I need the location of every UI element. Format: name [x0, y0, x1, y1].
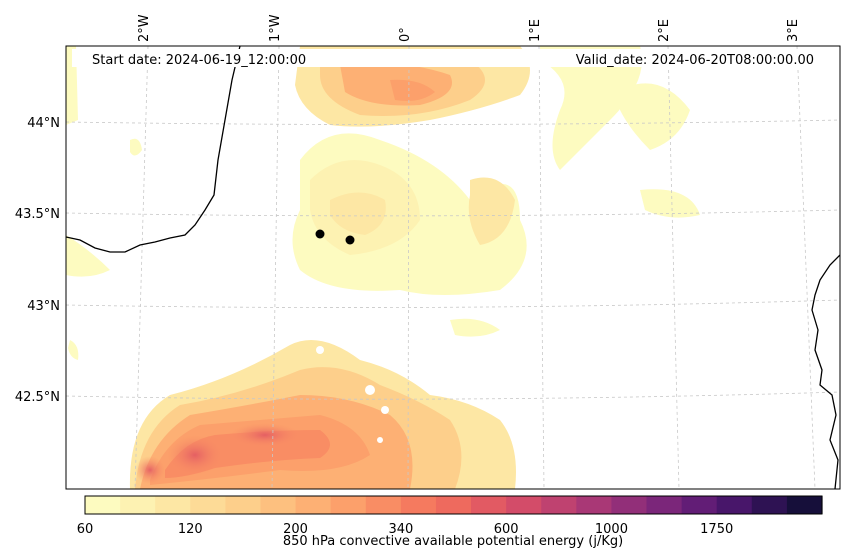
start-date-label: Start date: 2024-06-19_12:00:00 — [92, 53, 306, 68]
colorbar-cell — [260, 496, 297, 514]
colorbar-cell — [190, 496, 226, 514]
colorbar-tick-label: 60 — [77, 522, 94, 537]
colorbar-cells — [85, 496, 823, 514]
header-strip — [72, 49, 820, 67]
colorbar-cell — [155, 496, 191, 514]
latitude-labels: 44°N 43.5°N 43°N 42.5°N — [15, 116, 60, 405]
colorbar-tick-label: 340 — [388, 522, 413, 537]
colorbar-cell — [716, 496, 753, 514]
colorbar-cell — [330, 496, 367, 514]
longitude-labels: 2°W 1°W 0° 1°E 2°E 3°E — [137, 14, 801, 42]
cape-field-central — [66, 133, 527, 295]
lon-label-0: 0° — [398, 27, 413, 42]
colorbar-cell — [751, 496, 788, 514]
colorbar-cell — [786, 496, 823, 514]
colorbar-ticks: 60 120 200 340 600 1000 1750 — [77, 522, 734, 537]
colorbar-cell — [576, 496, 613, 514]
colorbar-tick-label: 1000 — [595, 522, 628, 537]
lon-label-3e: 3°E — [786, 19, 801, 42]
colorbar-cell — [120, 496, 156, 514]
colorbar-cell — [646, 496, 683, 514]
colorbar-cell — [400, 496, 437, 514]
colorbar-frame — [84, 495, 823, 515]
colorbar-cell — [541, 496, 577, 514]
colorbar-cell — [435, 496, 472, 514]
coastlines — [66, 46, 840, 489]
cape-field-south — [68, 318, 516, 489]
colorbar-cell — [471, 496, 507, 514]
colorbar-tick-label: 120 — [178, 522, 203, 537]
lat-label-43n: 43°N — [27, 299, 60, 314]
colorbar-cell — [85, 496, 121, 514]
colorbar-tick-label: 1750 — [700, 522, 733, 537]
colorbar: 60 120 200 340 600 1000 1750 850 hPa convectiv… — [77, 495, 823, 549]
lat-label-42-5n: 42.5°N — [15, 390, 60, 405]
cape-field-north — [66, 46, 700, 218]
lon-label-2e: 2°E — [657, 19, 672, 42]
graticule — [66, 46, 840, 489]
colorbar-cell — [225, 496, 262, 514]
colorbar-cell — [611, 496, 648, 514]
colorbar-tick-label: 600 — [494, 522, 519, 537]
lon-label-1e: 1°E — [528, 19, 543, 42]
colorbar-cell — [365, 496, 402, 514]
site-marker-2 — [345, 235, 355, 245]
lon-label-2w: 2°W — [137, 14, 152, 42]
lat-label-44n: 44°N — [27, 116, 60, 131]
colorbar-cell — [295, 496, 332, 514]
lat-label-43-5n: 43.5°N — [15, 207, 60, 222]
colorbar-tick-label: 200 — [283, 522, 308, 537]
valid-date-label: Valid_date: 2024-06-20T08:00:00.00 — [576, 53, 814, 68]
colorbar-label: 850 hPa convective available potential e… — [283, 534, 623, 549]
lon-label-1w: 1°W — [268, 14, 283, 42]
map-frame — [65, 45, 841, 490]
colorbar-cell — [506, 496, 542, 514]
site-marker-1 — [315, 229, 325, 239]
map-panel — [66, 46, 840, 489]
colorbar-cell — [681, 496, 718, 514]
